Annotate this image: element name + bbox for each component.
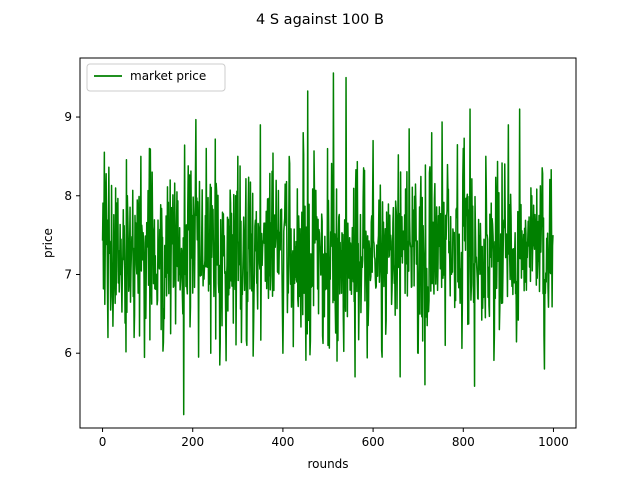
x-axis: 0 200 400 600 800 1000 [99,428,569,449]
y-tick-label: 9 [64,110,72,124]
x-tick-label: 0 [99,435,107,449]
x-tick-label: 1000 [538,435,569,449]
legend-box [86,63,226,92]
y-tick-label: 6 [64,346,72,360]
x-tick-label: 600 [362,435,385,449]
chart-title: 4 S against 100 B [256,12,384,28]
y-tick-label: 8 [64,189,72,203]
legend: market price [86,63,226,92]
y-axis: 6 7 8 9 [64,110,80,360]
x-tick-label: 200 [181,435,204,449]
series-line-market-price [101,72,554,416]
y-axis-label: price [41,228,55,258]
x-tick-label: 400 [271,435,294,449]
x-axis-label: rounds [307,457,348,471]
x-tick-label: 800 [452,435,475,449]
legend-label: market price [130,69,206,83]
y-tick-label: 7 [64,267,72,281]
plot-frame [79,57,577,429]
